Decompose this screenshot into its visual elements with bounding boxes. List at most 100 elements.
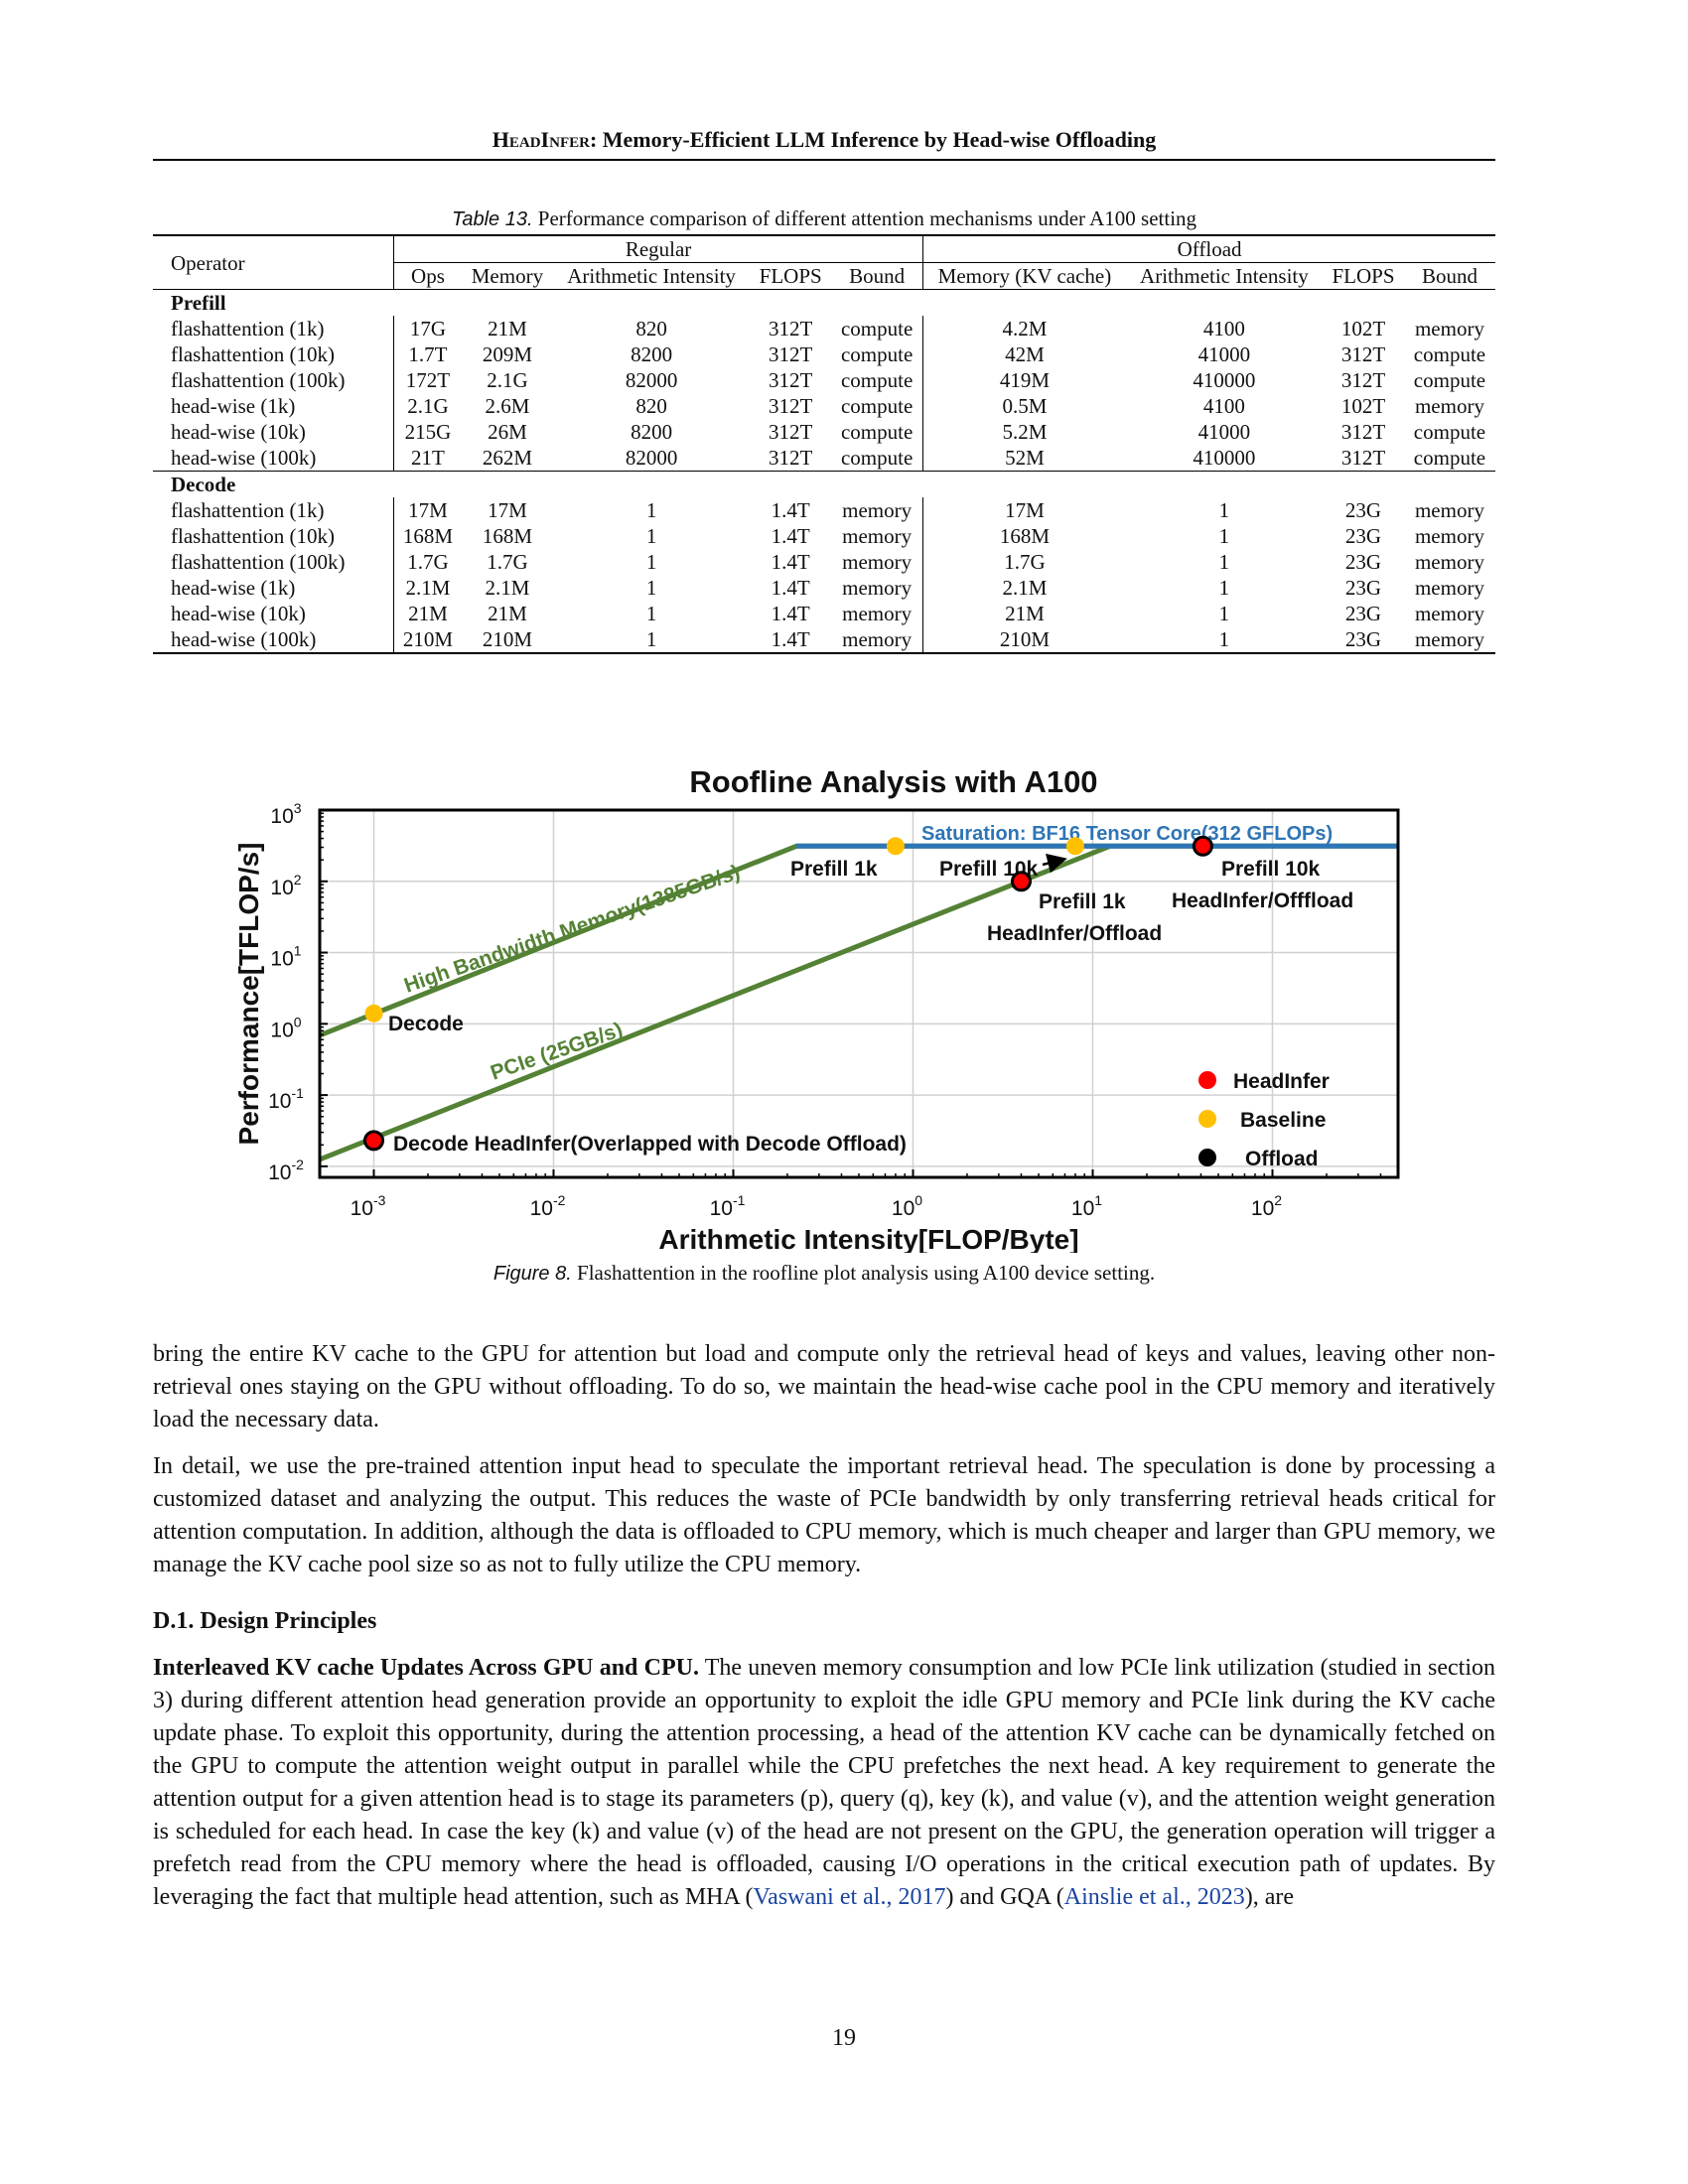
section-row: Prefill	[153, 289, 1495, 316]
headinfer-offload-point	[363, 1130, 384, 1152]
section-label: Decode	[153, 471, 1495, 497]
annotation-prefill-1k: Prefill 1k	[790, 858, 878, 881]
operator-cell: head-wise (100k)	[153, 626, 394, 654]
value-cell: 17M	[488, 498, 527, 522]
value-cell: 2.1M	[405, 576, 451, 600]
value-cell: 2.1M	[485, 576, 530, 600]
value-cell: 17M	[408, 498, 448, 522]
value-cell: 2.1M	[1002, 576, 1048, 600]
column-header: Memory (KV cache)	[937, 264, 1112, 288]
value-cell: 312T	[768, 420, 813, 444]
operator-cell: head-wise (100k)	[153, 445, 394, 472]
value-cell: memory	[1414, 394, 1484, 418]
value-cell: 210M	[461, 626, 553, 654]
value-cell: 210M	[922, 626, 1126, 654]
value-cell: memory	[831, 523, 924, 549]
value-cell: 168M	[999, 524, 1051, 548]
column-header: FLOPS	[1332, 264, 1395, 288]
column-header-row: Ops Memory Arithmetic Intensity FLOPS Bound M…	[153, 262, 1495, 290]
citation-vaswani-link[interactable]: Vaswani et al., 2017	[753, 1884, 946, 1910]
operator-cell: flashattention (100k)	[153, 549, 394, 575]
value-cell: 820	[635, 394, 667, 418]
value-cell: 1	[1218, 602, 1230, 625]
value-cell: 4.2M	[1002, 317, 1048, 341]
value-cell: memory	[1414, 550, 1484, 574]
operator-cell: head-wise (1k)	[153, 393, 394, 419]
table-row: head-wise (100k) 21T 262M 82000 312T compute 5…	[153, 445, 1495, 472]
legend-baseline-label: Baseline	[1240, 1109, 1326, 1132]
value-cell: 312T	[768, 394, 813, 418]
figure-caption-label: Figure 8.	[492, 1263, 572, 1285]
value-cell: 209M	[482, 342, 532, 366]
group-regular-header: Regular	[393, 234, 924, 263]
value-cell: 2.6M	[485, 394, 530, 418]
value-cell: 1	[645, 602, 657, 625]
y-tick-label: 10-1	[268, 1085, 304, 1113]
header-title-smallcaps: HeadInfer	[492, 127, 590, 152]
roofline-chart: 10-3 10-2 10-1 100 101 102 10-2 10-1 100 101 102 10…	[233, 800, 1400, 1253]
value-cell: memory	[831, 549, 924, 575]
value-cell: 21M	[488, 602, 527, 625]
value-cell: 1.4T	[771, 602, 810, 625]
value-cell: compute	[1413, 420, 1486, 444]
column-header: Bound	[1421, 264, 1477, 288]
x-tick-label: 10-2	[530, 1192, 566, 1220]
value-cell: compute	[831, 341, 924, 367]
value-cell: 4100	[1202, 394, 1245, 418]
value-cell: compute	[831, 445, 924, 472]
operator-header: Operator	[153, 234, 394, 290]
baseline-point	[886, 837, 905, 856]
operator-cell: flashattention (1k)	[153, 497, 394, 523]
annotation-decode: Decode	[388, 1013, 464, 1035]
value-cell: 42M	[1005, 342, 1045, 366]
value-cell: 41000	[1197, 420, 1251, 444]
value-cell: 23G	[1344, 550, 1382, 574]
saturation-label: Saturation: BF16 Tensor Core(312 GFLOPs)	[921, 823, 1333, 845]
headinfer-offload-point	[1192, 835, 1213, 857]
table-row: head-wise (1k) 2.1M 2.1M 1 1.4T memory 2.1M 1 23…	[153, 575, 1495, 601]
legend-offload-label: Offload	[1245, 1148, 1319, 1170]
value-cell: 1.4T	[771, 550, 810, 574]
table-row: head-wise (10k) 215G 26M 8200 312T compute 5.2…	[153, 419, 1495, 445]
value-cell: 1.7G	[1004, 550, 1046, 574]
value-cell: 82000	[625, 446, 678, 470]
table-caption-text: Performance comparison of different atte…	[537, 206, 1197, 230]
value-cell: 1.4T	[771, 576, 810, 600]
value-cell: 23G	[1344, 498, 1382, 522]
value-cell: 312T	[768, 446, 813, 470]
headinfer-offload-point	[1011, 871, 1032, 892]
table-row: flashattention (1k) 17G 21M 820 312T compute 4…	[153, 316, 1495, 341]
paragraph-3: Interleaved KV cache Updates Across GPU …	[153, 1652, 1495, 1914]
value-cell: 1.4T	[771, 498, 810, 522]
value-cell: memory	[831, 575, 924, 601]
value-cell: 23G	[1344, 524, 1382, 548]
table-row: head-wise (10k) 21M 21M 1 1.4T memory 21M 1 23G m…	[153, 601, 1495, 626]
operator-cell: flashattention (10k)	[153, 341, 394, 367]
value-cell: 0.5M	[1002, 394, 1048, 418]
value-cell: 8200	[631, 342, 673, 366]
value-cell: memory	[1414, 524, 1484, 548]
y-tick-label: 10-2	[268, 1157, 304, 1184]
value-cell: memory	[1403, 626, 1495, 654]
table-caption-label: Table 13.	[451, 208, 533, 230]
value-cell: 312T	[1340, 342, 1386, 366]
figure-caption-text: Flashattention in the roofline plot anal…	[577, 1261, 1156, 1285]
value-cell: 1.4T	[750, 626, 832, 654]
value-cell: 52M	[1005, 446, 1045, 470]
value-cell: 21M	[408, 602, 448, 625]
value-cell: compute	[1413, 446, 1486, 470]
y-tick-label: 102	[270, 872, 301, 899]
paragraph-3-mid: ) and GQA (	[945, 1884, 1064, 1910]
value-cell: memory	[1414, 602, 1484, 625]
citation-ainslie-link[interactable]: Ainslie et al., 2023	[1063, 1884, 1245, 1910]
value-cell: compute	[1413, 342, 1486, 366]
legend: HeadInfer Baseline Offload	[1198, 1070, 1330, 1170]
table-row: flashattention (100k) 172T 2.1G 82000 312T co…	[153, 367, 1495, 393]
paragraph-2: In detail, we use the pre-trained attent…	[153, 1453, 1495, 1577]
operator-cell: head-wise (1k)	[153, 575, 394, 601]
value-cell: 168M	[402, 524, 454, 548]
value-cell: 1	[1125, 626, 1324, 654]
value-cell: 1	[1218, 576, 1230, 600]
section-row: Decode	[153, 471, 1495, 497]
value-cell: 419M	[999, 368, 1051, 392]
